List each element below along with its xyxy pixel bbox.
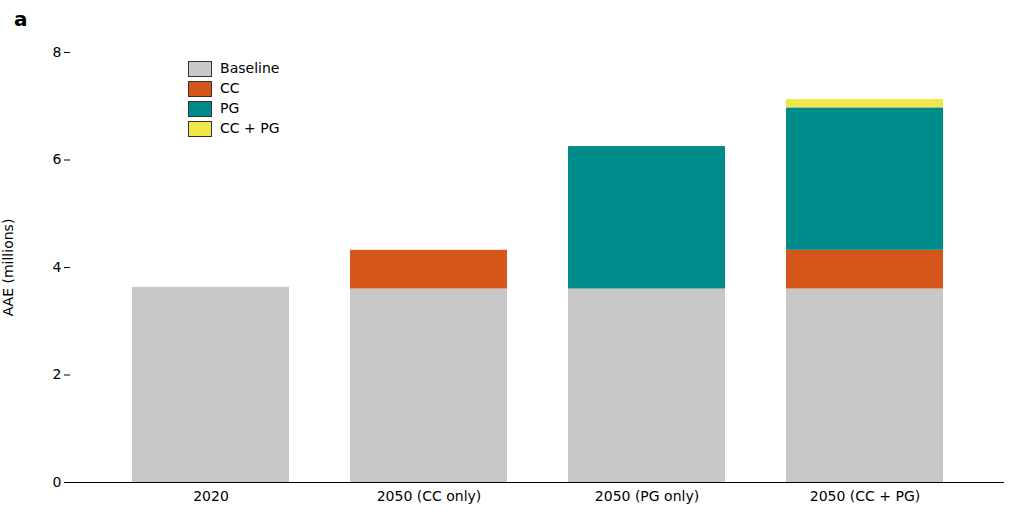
svg-text:2: 2 <box>53 366 62 382</box>
html-text:PG: PG <box>220 100 240 116</box>
svg-text:8: 8 <box>53 44 62 60</box>
svg-text:6: 6 <box>53 151 62 167</box>
svg-text:AAE (millions): AAE (millions) <box>0 219 16 317</box>
svg-text:0: 0 <box>53 474 62 490</box>
html-text:Baseline: Baseline <box>220 60 280 76</box>
svg-text:4: 4 <box>53 259 62 275</box>
html-text:CC + PG: CC + PG <box>220 120 280 136</box>
html-text:a: a <box>14 7 28 31</box>
svg-text:2050 (CC only): 2050 (CC only) <box>377 488 482 504</box>
svg-text:2020: 2020 <box>193 488 229 504</box>
html-text:CC: CC <box>220 80 240 96</box>
svg-text:2050 (CC + PG): 2050 (CC + PG) <box>810 488 920 504</box>
svg-text:2050 (PG only): 2050 (PG only) <box>595 488 699 504</box>
